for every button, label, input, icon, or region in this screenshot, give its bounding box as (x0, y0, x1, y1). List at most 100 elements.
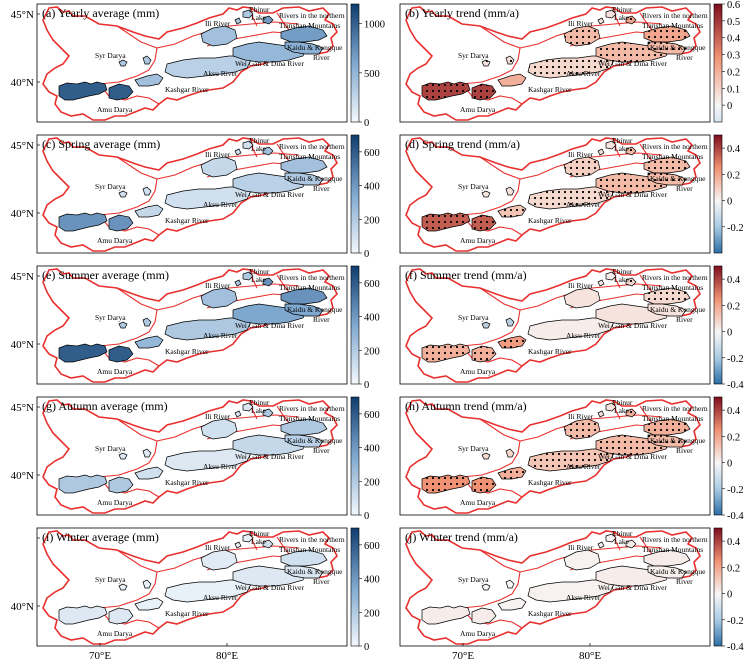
colorbar-tick-label: 600 (364, 148, 380, 159)
colorbar-tick-label: 0.6 (727, 0, 740, 11)
basin-division (250, 7, 258, 27)
basin-kaidu (284, 434, 324, 448)
significance-stipple (422, 82, 496, 100)
lon-tick-label: 80°E (216, 650, 238, 662)
basin-ebinur (234, 271, 254, 287)
colorbar-tick-label: 0.4 (727, 144, 741, 155)
basin-division (613, 531, 621, 551)
basin-label: Kashgar River (165, 478, 209, 487)
basin-label: Aksu River (566, 331, 601, 340)
basin-label: Wei Gan & Dina River (598, 583, 667, 592)
basin-ebinur (597, 9, 617, 25)
basin-label: Tianshan Mountains (642, 21, 703, 30)
basin-label: Aksu River (566, 69, 601, 78)
colorbar-tick-label: 0.5 (727, 17, 740, 28)
basin-label: Syr Darya (95, 313, 126, 322)
basin-division (250, 531, 258, 551)
colorbar-tick-label: 0.4 (727, 34, 741, 45)
basin-label: Syr Darya (458, 51, 489, 60)
basin-ebinur (234, 140, 254, 156)
basin-label: Lake (614, 144, 630, 153)
basin-syr (481, 448, 515, 460)
basin-label: Rivers in the northern (642, 11, 708, 20)
colorbar-tick-label: 0.4 (727, 406, 741, 417)
basin-kashgar (134, 335, 164, 349)
colorbar (350, 3, 360, 123)
basin-label: Ebinur (249, 267, 270, 276)
lon-tick-label: 70°E (89, 650, 111, 662)
colorbar (713, 396, 723, 516)
basin-label: Amu Darya (460, 498, 496, 507)
basin-label: Ili River (568, 19, 594, 28)
significance-stipple (648, 173, 686, 185)
basin-label: River (313, 184, 330, 193)
basin-amu (58, 474, 134, 494)
basin-label: Aksu River (566, 593, 601, 602)
basin-ili (563, 549, 601, 571)
basin-label: Wei Gan & Dina River (235, 583, 304, 592)
basin-division (116, 25, 158, 49)
lat-tick-label: 40°N (11, 470, 34, 482)
basin-division (639, 536, 653, 555)
basin-label: Ebinur (249, 529, 270, 538)
basin-ebinur (597, 402, 617, 418)
basin-label: Kaidu & Kongque (650, 436, 706, 445)
colorbar-tick-label: 0 (727, 328, 732, 339)
significance-stipple (626, 147, 690, 173)
colorbar-tick-label: 0 (727, 197, 732, 208)
basin-syr (118, 55, 152, 67)
colorbar-tick-label: 0.4 (727, 275, 741, 286)
colorbar-tick-label: 0.1 (727, 84, 740, 95)
basin-label: Aksu River (203, 462, 238, 471)
basin-label: Lake (251, 275, 267, 284)
panel-title: (b) Yearly trend (mm/a) (405, 6, 519, 20)
basin-label: Lake (251, 13, 267, 22)
colorbar (713, 3, 723, 123)
basin-label: Syr Darya (95, 444, 126, 453)
basin-kaidu (284, 565, 324, 579)
basin-label: Aksu River (566, 200, 601, 209)
panel-title: (d) Spring trend (mm/a) (405, 137, 520, 151)
basin-label: Ili River (568, 543, 594, 552)
basin-label: Tianshan Mountains (279, 545, 340, 554)
colorbar-tick-label: 400 (364, 575, 380, 586)
basin-label: Syr Darya (95, 575, 126, 584)
basin-label: Kashgar River (165, 85, 209, 94)
panel-title: (h) Autumn trend (mm/a) (405, 399, 527, 413)
basin-label: Rivers in the northern (279, 404, 345, 413)
basin-ebinur (597, 533, 617, 549)
basin-label: Ili River (568, 281, 594, 290)
colorbar-tick-label: -0.2 (727, 223, 744, 234)
basin-label: Kaidu & Kongque (287, 43, 343, 52)
basin-division (276, 12, 290, 31)
basin-label: Kashgar River (528, 85, 572, 94)
basin-syr (118, 186, 152, 198)
basin-label: Aksu River (203, 69, 238, 78)
basin-label: Tianshan Mountains (642, 152, 703, 161)
basin-label: Rivers in the northern (279, 273, 345, 282)
basin-ebinur (234, 402, 254, 418)
basin-division (98, 83, 160, 105)
basin-label: Wei Gan & Dina River (598, 190, 667, 199)
basin-label: Kashgar River (165, 216, 209, 225)
basin-label: Kaidu & Kongque (650, 567, 706, 576)
basin-label: River (313, 577, 330, 586)
colorbar (713, 134, 723, 254)
significance-stipple (528, 187, 614, 209)
colorbar-tick-label: 600 (364, 541, 380, 552)
lon-tick-label: 70°E (452, 650, 474, 662)
basin-amu (421, 605, 497, 625)
basin-division (479, 287, 521, 311)
basin-label: Wei Gan & Dina River (235, 452, 304, 461)
basin-kaidu (647, 303, 687, 317)
panel-title: (i) Winter average (mm) (42, 530, 159, 544)
basin-tianshan (262, 408, 328, 436)
basin-ebinur (234, 533, 254, 549)
basin-ili (200, 549, 238, 571)
colorbar (713, 265, 723, 385)
basin-aksu (164, 186, 252, 210)
basin-division (116, 549, 158, 573)
